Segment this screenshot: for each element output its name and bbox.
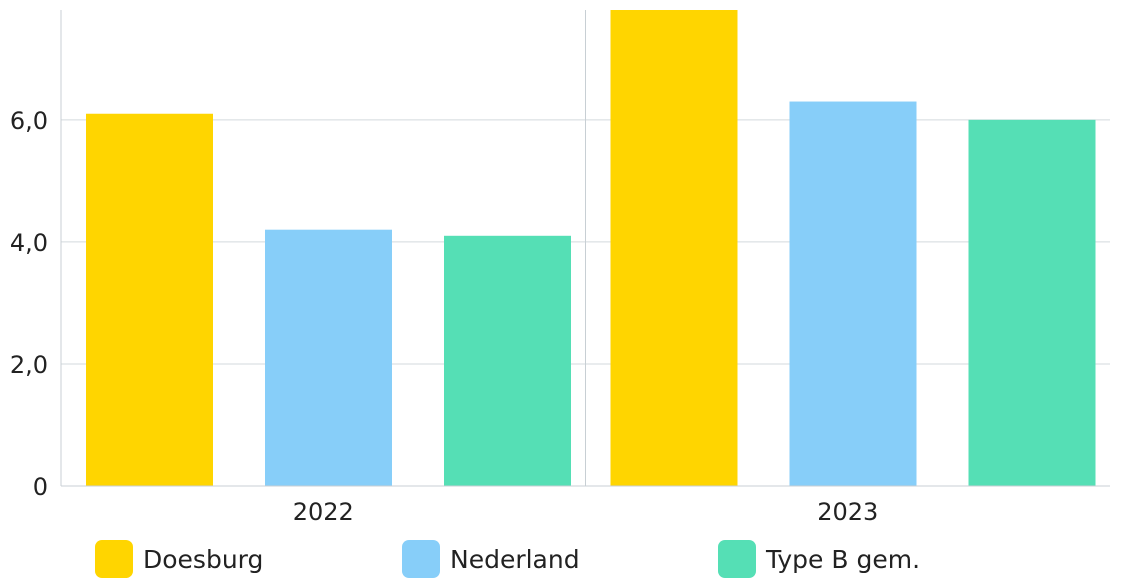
legend-label: Type B gem. [766,544,921,574]
legend-label: Doesburg [143,544,264,574]
bar-nederland-2023[interactable] [789,101,917,487]
y-tick-label: 0 [33,473,48,501]
axes [60,10,1110,487]
legend-item-nederland[interactable]: Nederland [402,540,580,578]
legend: Doesburg Nederland Type B gem. [0,538,1126,582]
bar-chart: 0 2,0 4,0 6,0 2022 2023 [10,10,1110,526]
legend-swatch-type-b-gem [718,540,756,578]
bar-type-b-gem-2023[interactable] [968,119,1096,486]
legend-swatch-nederland [402,540,440,578]
legend-item-doesburg[interactable]: Doesburg [95,540,263,578]
x-tick-label: 2023 [817,498,878,526]
legend-label: Nederland [450,544,580,574]
y-axis-ticks: 0 2,0 4,0 6,0 [10,107,48,501]
y-tick-label: 2,0 [10,351,48,379]
x-tick-label: 2022 [293,498,354,526]
bar-doesburg-2023[interactable] [610,10,738,486]
bar-type-b-gem-2022[interactable] [444,235,571,486]
bar-doesburg-2022[interactable] [86,113,213,486]
y-tick-label: 4,0 [10,229,48,257]
legend-swatch-doesburg [95,540,133,578]
bar-nederland-2022[interactable] [265,229,392,486]
bars [86,10,1096,487]
x-axis-labels: 2022 2023 [293,498,879,526]
legend-item-type-b-gem[interactable]: Type B gem. [718,540,920,578]
y-tick-label: 6,0 [10,107,48,135]
